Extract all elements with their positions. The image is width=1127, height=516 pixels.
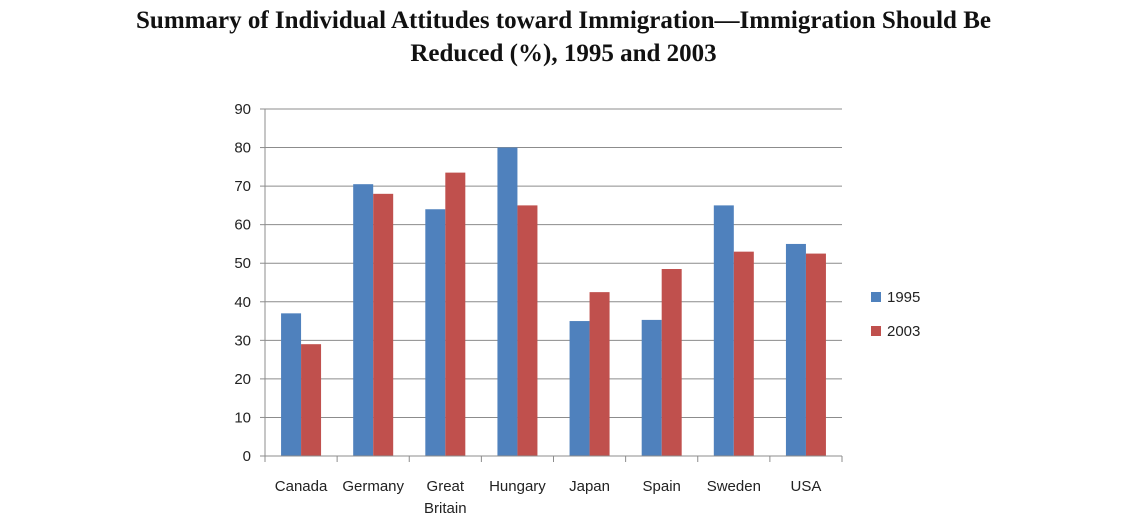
bar-2003-great-britain xyxy=(445,172,466,456)
y-tick-label: 20 xyxy=(234,371,251,388)
bar-2003-hungary xyxy=(517,205,538,456)
legend-label-1995: 1995 xyxy=(887,289,920,306)
bar-1995-germany xyxy=(353,184,374,456)
y-tick-label: 0 xyxy=(243,448,251,465)
bar-2003-spain xyxy=(661,269,682,456)
y-tick-label: 80 xyxy=(234,140,251,157)
x-category-labels: Canada Germany Great Britain Hungary Japan Spa… xyxy=(275,478,822,516)
legend-label-2003: 2003 xyxy=(887,323,920,340)
y-tick-label: 60 xyxy=(234,217,251,234)
x-category-label: USA xyxy=(791,478,822,495)
y-tick-label: 40 xyxy=(234,294,251,311)
x-category-label: Sweden xyxy=(707,478,761,495)
bars xyxy=(281,147,826,457)
chart-title-line-2: Reduced (%), 1995 and 2003 xyxy=(410,40,717,67)
x-category-label: Britain xyxy=(424,500,467,516)
x-category-label: Japan xyxy=(569,478,610,495)
x-category-label: Great xyxy=(427,478,465,495)
legend-swatch-1995 xyxy=(871,292,881,302)
y-tick-label: 30 xyxy=(234,332,251,349)
y-tick-label: 10 xyxy=(234,409,251,426)
bar-1995-sweden xyxy=(713,205,734,456)
legend-swatch-2003 xyxy=(871,326,881,336)
x-category-label: Hungary xyxy=(489,478,546,495)
axes xyxy=(260,108,843,462)
x-category-label: Spain xyxy=(643,478,681,495)
bar-2003-sweden xyxy=(733,251,754,456)
y-tick-label: 70 xyxy=(234,178,251,195)
legend: 1995 2003 xyxy=(871,289,920,340)
y-tick-labels: 0 10 20 30 40 50 60 70 80 90 xyxy=(234,101,251,465)
bar-2003-usa xyxy=(805,253,826,456)
bar-1995-great-britain xyxy=(425,209,446,456)
bar-1995-hungary xyxy=(497,147,518,457)
bar-2003-japan xyxy=(589,292,610,456)
x-category-label: Canada xyxy=(275,478,328,495)
y-tick-label: 90 xyxy=(234,101,251,118)
bar-1995-japan xyxy=(569,321,590,456)
bar-2003-canada xyxy=(301,344,322,456)
bar-1995-spain xyxy=(641,319,662,456)
bar-1995-usa xyxy=(785,243,806,456)
gridlines xyxy=(265,108,842,418)
y-tick-label: 50 xyxy=(234,255,251,272)
bar-1995-canada xyxy=(281,313,302,456)
x-category-label: Germany xyxy=(342,478,404,495)
bar-2003-germany xyxy=(373,193,394,457)
chart-title: Summary of Individual Attitudes toward I… xyxy=(0,4,1127,70)
chart-title-line-1: Summary of Individual Attitudes toward I… xyxy=(136,7,991,34)
